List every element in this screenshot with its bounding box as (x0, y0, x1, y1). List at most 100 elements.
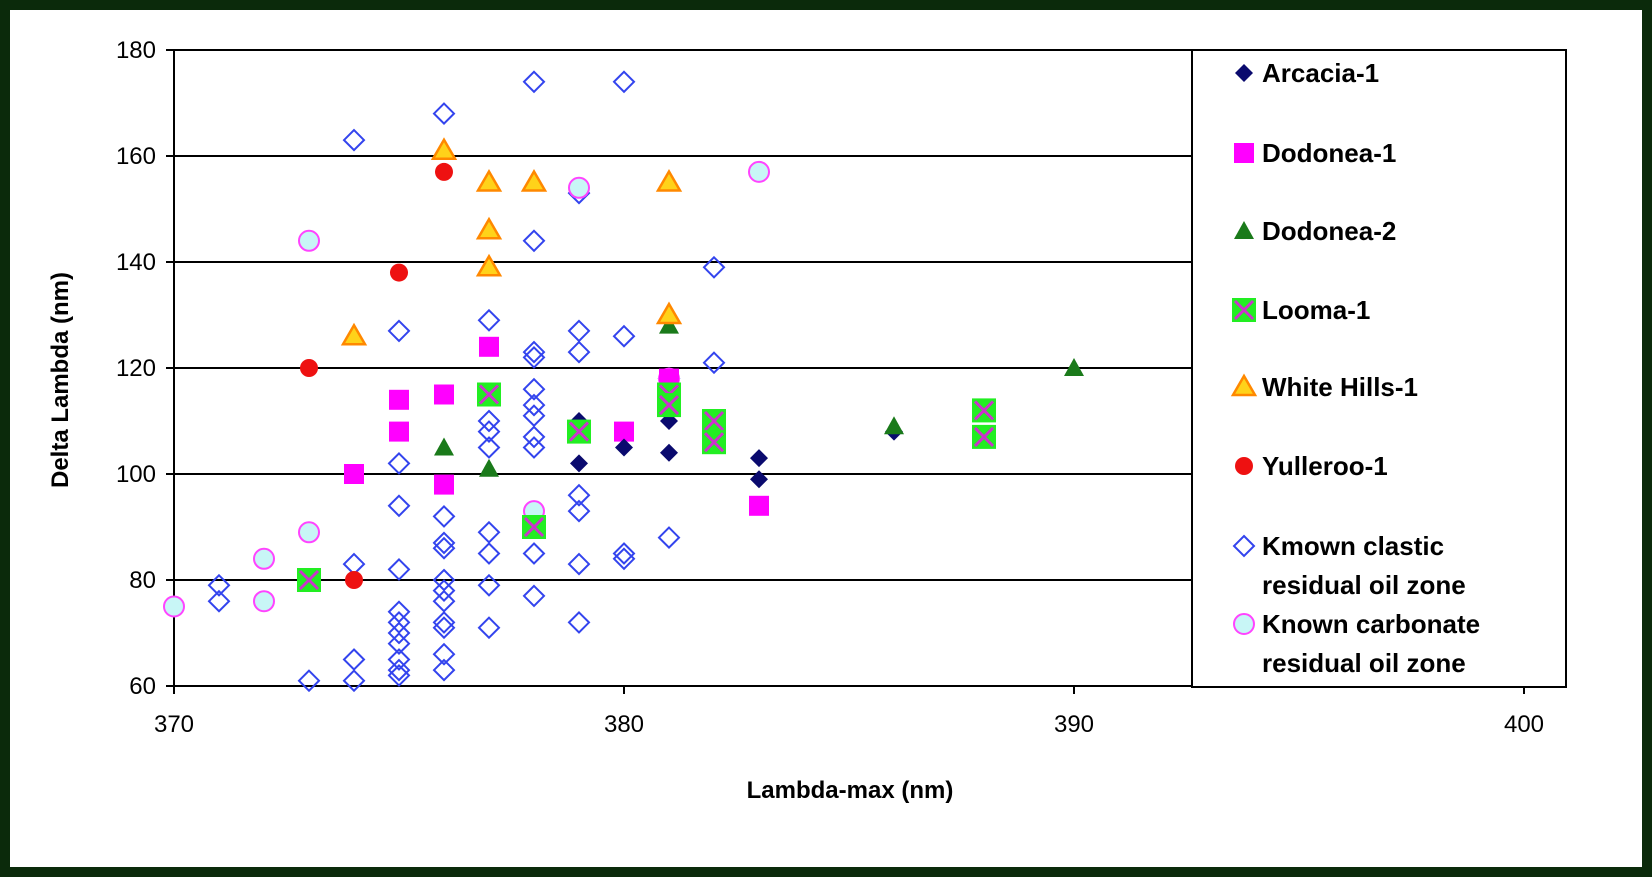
legend-marker (1230, 373, 1258, 397)
data-point (475, 169, 503, 192)
x-tick-label: 400 (1504, 711, 1544, 738)
data-point (432, 504, 456, 528)
data-point (884, 416, 904, 435)
legend: Arcacia-1 Dodonea-1 Dodonea-2 Looma-1 White … (1230, 58, 1480, 678)
data-point (522, 345, 546, 369)
y-tick-label: 160 (116, 143, 156, 170)
data-point (522, 393, 546, 417)
data-point (479, 458, 499, 477)
legend-item: Looma-1 (1232, 295, 1370, 325)
data-point (342, 128, 366, 152)
data-point (475, 253, 503, 277)
data-point (387, 494, 411, 518)
data-point (612, 70, 636, 94)
data-point (387, 632, 411, 656)
data-point (387, 451, 411, 475)
legend-marker (1235, 457, 1253, 475)
data-point (434, 384, 454, 405)
data-point (522, 229, 546, 253)
data-point (568, 176, 590, 199)
data-point (253, 590, 275, 613)
y-tick-label: 100 (116, 461, 156, 488)
data-point (477, 573, 501, 597)
data-point (207, 573, 231, 597)
data-point (567, 483, 591, 507)
legend-label: Kmown clastic (1262, 531, 1444, 561)
legend-marker (1234, 143, 1254, 163)
data-point (432, 536, 456, 560)
data-point (702, 430, 726, 455)
data-point (612, 547, 636, 571)
data-point (522, 542, 546, 565)
legend-label: Known carbonate (1262, 609, 1480, 639)
legend-label: White Hills-1 (1262, 372, 1418, 402)
data-point (435, 162, 453, 181)
data-point (477, 382, 501, 407)
data-point (475, 216, 503, 240)
data-point (567, 552, 591, 576)
data-point (389, 389, 409, 410)
data-point (1064, 358, 1084, 376)
y-tick-label: 80 (129, 567, 156, 594)
x-axis-title: Lambda-max (nm) (747, 777, 954, 804)
data-point (434, 437, 454, 456)
legend-label: residual oil zone (1262, 648, 1466, 678)
y-tick-label: 180 (116, 37, 156, 64)
y-tick-label: 60 (129, 673, 156, 700)
data-point (522, 425, 546, 449)
data-point (432, 579, 456, 603)
data-point (657, 526, 681, 550)
legend-marker (1235, 64, 1253, 82)
data-point (297, 669, 321, 693)
legend-item: Arcacia-1 (1235, 58, 1379, 88)
data-point (390, 263, 408, 282)
x-tick-label: 390 (1054, 711, 1094, 738)
data-points (163, 70, 1084, 693)
data-point (387, 663, 411, 687)
data-point (972, 424, 996, 449)
data-point (300, 359, 318, 377)
data-point (432, 642, 456, 666)
data-point (659, 315, 679, 334)
legend-marker (1232, 298, 1256, 322)
data-point (522, 70, 546, 94)
data-point (387, 658, 411, 682)
data-point (298, 229, 320, 252)
y-tick-label: 140 (116, 249, 156, 276)
data-point (660, 443, 678, 462)
data-point (430, 137, 458, 160)
data-point (522, 436, 546, 459)
legend-item: Dodonea-1 (1234, 138, 1396, 168)
data-point (614, 421, 634, 442)
legend-label: Dodonea-2 (1262, 216, 1396, 246)
data-point (522, 377, 546, 401)
data-point (477, 436, 501, 459)
legend-item: Yulleroo-1 (1235, 451, 1388, 481)
data-point (477, 520, 501, 544)
legend-label: Yulleroo-1 (1262, 451, 1388, 481)
data-point (387, 557, 411, 581)
data-point (567, 340, 591, 364)
legend-label: Looma-1 (1262, 295, 1370, 325)
data-point (749, 495, 769, 516)
data-point (655, 301, 683, 325)
data-point (345, 571, 363, 589)
data-point (657, 393, 681, 418)
scatter-chart: 60 80 100 120 140 160 180 370 380 390 400 Arcacia-… (47, 37, 1567, 804)
data-point (748, 160, 770, 183)
data-point (702, 255, 726, 279)
data-point (612, 542, 636, 565)
legend-marker (1233, 613, 1255, 635)
legend-item: Dodonea-2 (1234, 216, 1396, 246)
data-point (477, 542, 501, 565)
data-point (207, 589, 231, 613)
data-point (702, 409, 726, 433)
data-point (432, 616, 456, 640)
data-point (567, 319, 591, 343)
legend-label: Arcacia-1 (1262, 58, 1379, 88)
data-point (434, 474, 454, 495)
data-point (615, 438, 633, 457)
data-point (612, 324, 636, 348)
legend-item: Kmown clastic residual oil zone (1232, 531, 1466, 600)
data-point (387, 648, 411, 671)
